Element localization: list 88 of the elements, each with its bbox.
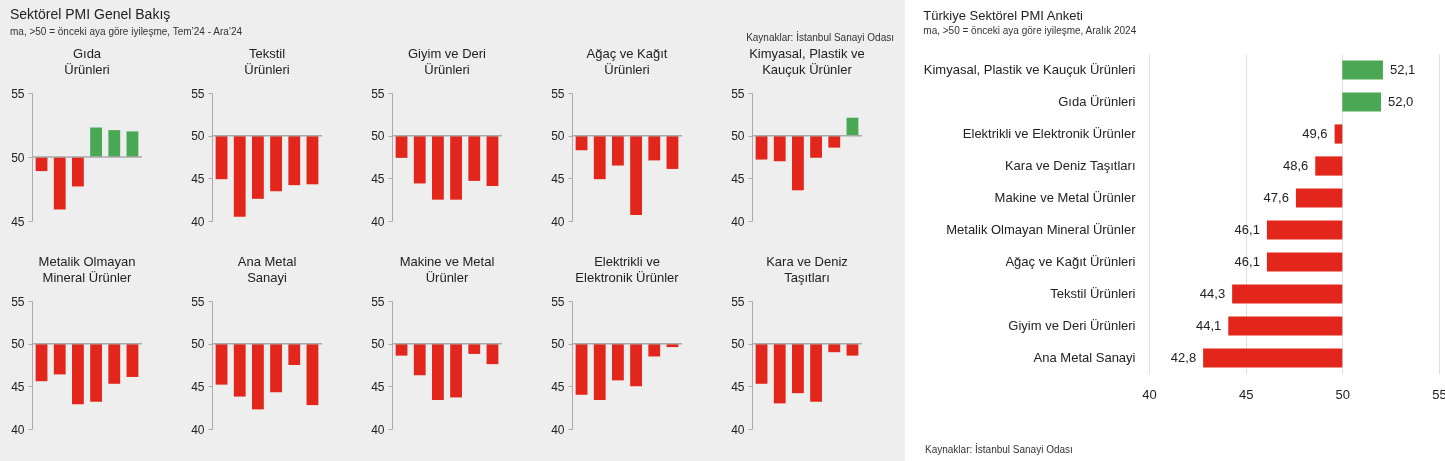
y-tick-label: 50 xyxy=(731,337,745,352)
y-tick-label: 50 xyxy=(191,129,205,144)
y-tick-label: Giyim ve Deri Ürünleri xyxy=(1008,318,1136,333)
x-tick-label: 40 xyxy=(1142,386,1157,402)
y-tick-label: 40 xyxy=(551,214,565,229)
chart-title: Giyim ve Deri Ürünleri xyxy=(407,46,487,77)
bar xyxy=(1342,60,1383,80)
chart-title: Gıda Ürünleri xyxy=(64,46,110,77)
x-tick-label: 45 xyxy=(1238,386,1254,402)
y-tick-label: 40 xyxy=(191,422,205,437)
y-tick-label: 40 xyxy=(731,214,745,229)
y-tick-label: 55 xyxy=(371,294,385,309)
y-tick-label: 55 xyxy=(731,294,745,309)
y-tick-label: 40 xyxy=(11,422,25,437)
y-tick-label: 50 xyxy=(191,337,205,352)
y-tick-label: Kara ve Deniz Taşıtları xyxy=(1004,158,1136,173)
y-tick-label: 55 xyxy=(551,86,565,101)
text: Sektörel PMI Genel Bakış xyxy=(10,6,172,22)
y-tick-label: 55 xyxy=(731,86,745,101)
bar xyxy=(90,127,102,157)
bar xyxy=(1232,284,1343,304)
bar xyxy=(1266,220,1343,240)
y-tick-label: 40 xyxy=(191,214,205,229)
y-tick-label: Ana Metal Sanayi xyxy=(1033,350,1136,365)
bar xyxy=(53,157,66,210)
y-tick-label: 55 xyxy=(371,86,385,101)
y-tick-label: Kimyasal, Plastik ve Kauçuk Ürünleri xyxy=(923,62,1136,77)
y-tick-label: 50 xyxy=(551,129,565,144)
bar xyxy=(108,130,121,157)
bar xyxy=(1315,156,1343,176)
y-tick-label: 40 xyxy=(371,422,385,437)
y-tick-label: 55 xyxy=(551,294,565,309)
y-tick-label: 55 xyxy=(191,86,205,101)
y-tick-label: 50 xyxy=(371,129,385,144)
text: Kaynaklar: İstanbul Sanayi Odası xyxy=(746,32,894,43)
data-label: 49,6 xyxy=(1302,126,1328,141)
y-tick-label: Gıda Ürünleri xyxy=(1058,94,1136,109)
bar xyxy=(72,157,84,187)
data-label: 46,1 xyxy=(1234,222,1260,237)
y-tick-label: 45 xyxy=(11,214,25,229)
y-tick-label: 45 xyxy=(551,171,565,186)
y-tick-label: Elektrikli ve Elektronik Ürünler xyxy=(962,126,1137,141)
y-tick-label: 50 xyxy=(11,150,25,165)
y-tick-label: 40 xyxy=(731,422,745,437)
y-tick-label: 55 xyxy=(191,294,205,309)
bar xyxy=(1342,92,1381,112)
y-tick-label: 40 xyxy=(551,422,565,437)
data-label: 44,1 xyxy=(1195,318,1222,333)
chart-title: Tekstil Ürünleri xyxy=(244,46,290,77)
data-label: 44,3 xyxy=(1199,286,1226,301)
y-tick-label: 45 xyxy=(371,171,385,186)
y-tick-label: Makine ve Metal Ürünler xyxy=(994,190,1137,205)
y-tick-label: 50 xyxy=(11,337,25,352)
bar xyxy=(1266,252,1343,272)
y-tick-label: 55 xyxy=(11,294,25,309)
bar xyxy=(1334,124,1343,144)
y-tick-label: 55 xyxy=(11,86,25,101)
chart-title: Kara ve Deniz Taşıtları xyxy=(766,254,848,285)
data-label: 47,6 xyxy=(1263,190,1289,205)
text: ma, >50 = önceki aya göre iyileşme, Tem’24 - Ara’24 xyxy=(10,26,243,37)
x-tick-label: 50 xyxy=(1335,386,1351,402)
chart-title: Ana Metal Sanayi xyxy=(237,254,297,285)
data-label: 42,8 xyxy=(1170,350,1197,365)
bar xyxy=(126,131,139,157)
text: Türkiye Sektörel PMI Anketi xyxy=(923,8,1084,23)
chart-title: Elektrikli ve Elektronik Ürünler xyxy=(575,254,680,285)
y-tick-label: 50 xyxy=(551,337,565,352)
text: Kaynaklar: İstanbul Sanayi Odası xyxy=(925,444,1073,455)
y-tick-label: Ağaç ve Kağıt Ürünleri xyxy=(1005,254,1136,269)
y-tick-label: Tekstil Ürünleri xyxy=(1050,286,1136,301)
data-label: 52,0 xyxy=(1388,94,1414,109)
chart-title: Kimyasal, Plastik ve Kauçuk Ürünler xyxy=(749,46,865,77)
data-label: 52,1 xyxy=(1389,62,1416,77)
y-tick-label: 45 xyxy=(731,171,745,186)
chart-title: Makine ve Metal Ürünler xyxy=(399,254,495,285)
chart-title: Ağaç ve Kağıt Ürünleri xyxy=(586,46,668,77)
y-tick-label: 50 xyxy=(731,129,745,144)
bar xyxy=(1203,348,1343,368)
y-tick-label: Metalik Olmayan Mineral Ürünler xyxy=(946,222,1137,237)
text: ma, >50 = önceki aya göre iyileşme, Aralık 2024 xyxy=(923,25,1137,36)
data-label: 48,6 xyxy=(1282,158,1309,173)
y-tick-label: 40 xyxy=(371,214,385,229)
bar xyxy=(1228,316,1343,336)
y-tick-label: 45 xyxy=(191,171,205,186)
data-label: 46,1 xyxy=(1234,254,1260,269)
y-tick-label: 50 xyxy=(371,337,385,352)
bar xyxy=(1295,188,1343,208)
chart-title: Metalik Olmayan Mineral Ürünler xyxy=(38,254,136,285)
